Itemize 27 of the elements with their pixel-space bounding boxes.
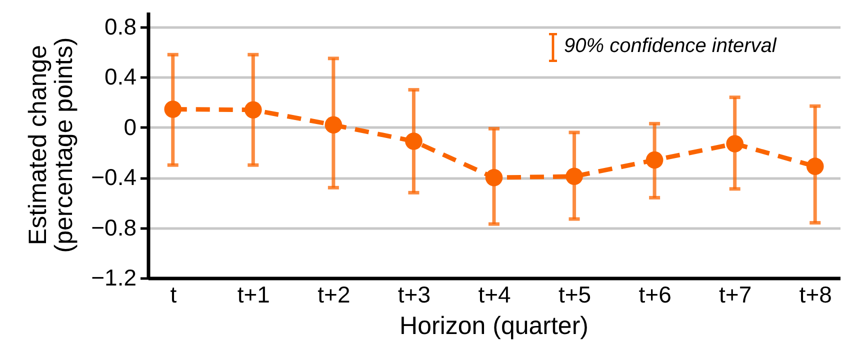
x-tick-label: t+2 (318, 282, 350, 308)
point (324, 116, 342, 134)
annotation: 90% confidence interval (564, 35, 777, 57)
point (485, 168, 503, 186)
x-tick-label: t+1 (237, 282, 270, 308)
y-tick-label: 0 (124, 114, 136, 140)
y-axis-title: Estimated change (percentage points) (24, 37, 78, 253)
x-tick-label: t+3 (398, 282, 431, 308)
x-axis-title: Horizon (quarter) (400, 312, 588, 340)
x-tick-label: t (170, 282, 178, 308)
x-tick-label: t+6 (638, 282, 672, 308)
point (244, 101, 262, 119)
y-tick-label: 0.4 (104, 64, 137, 90)
point (405, 132, 422, 150)
point (726, 135, 744, 152)
x-tick-label: t+4 (478, 282, 512, 308)
x-tick-label: t+8 (799, 282, 832, 308)
point (164, 100, 182, 118)
y-tick-label: −1.2 (91, 264, 136, 290)
point (646, 151, 664, 169)
y-tick-label: 0.8 (104, 14, 136, 40)
y-tick-label: −0.8 (91, 214, 136, 240)
x-tick-label: t+7 (719, 282, 752, 308)
x-tick-label: t+5 (558, 282, 592, 308)
point (806, 158, 824, 175)
point (566, 168, 583, 186)
y-tick-label: −0.4 (91, 164, 137, 190)
